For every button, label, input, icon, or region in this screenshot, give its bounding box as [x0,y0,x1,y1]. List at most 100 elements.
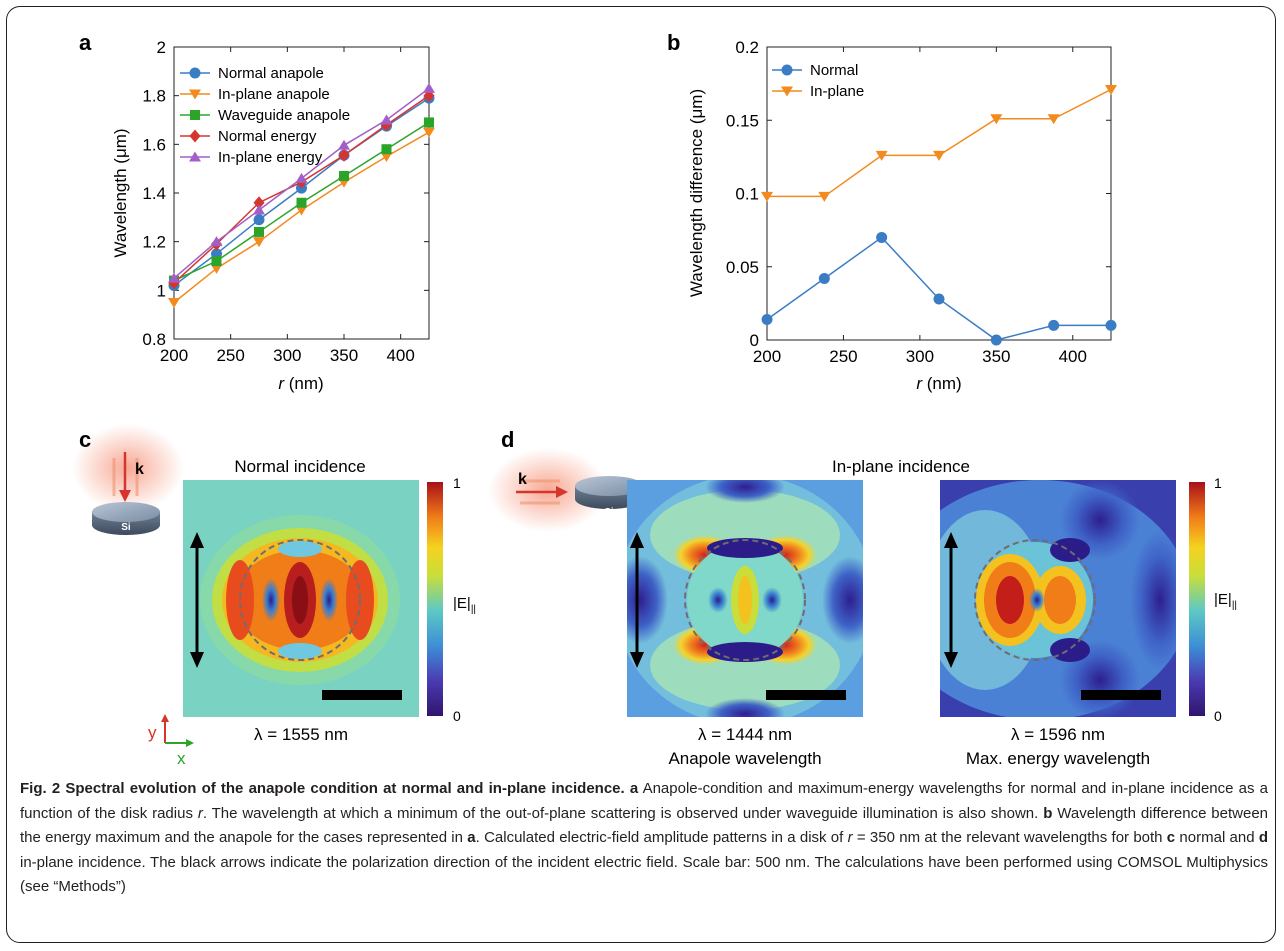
data-point [933,293,945,305]
data-point [253,214,265,226]
xy-axes-indicator: y x [148,714,194,768]
normal-incidence-title: Normal incidence [234,457,365,476]
data-point [1047,114,1060,125]
x-axis-label: x [177,749,186,768]
data-point [990,334,1002,346]
panel-d: d k Si In-plane incidence [488,427,1237,768]
y-tick-label: 0.8 [142,330,166,349]
y-tick-label: 1.4 [142,184,166,203]
legend-marker [189,67,201,79]
data-point [253,237,265,248]
lambda-d-left: λ = 1444 nm [698,725,792,744]
plot-b-ylabel: Wavelength difference (μm) [687,89,706,297]
plot-a: 200 250 300 350 400 0.8 1 1.2 1.4 1.6 1.8 2 Normal a… [142,38,435,365]
x-tick-label: 400 [386,346,414,365]
y-tick-label: 1 [157,281,166,300]
legend-label: Normal anapole [218,65,324,82]
data-point [875,150,888,161]
plot-a-ylabel: Wavelength (μm) [111,128,130,257]
legend-marker [190,110,200,120]
colorbar-c [427,482,443,716]
normal-incidence-icon: k Si [72,424,184,535]
x-tick-label: 250 [216,346,244,365]
data-point [210,236,223,247]
caption-r-eq: r [847,829,853,846]
legend-label: Normal [810,62,858,79]
si-label: Si [121,522,131,533]
caption-r-var: r [197,804,203,822]
y-tick-label: 0.2 [735,38,759,57]
legend-label: Normal energy [218,128,317,145]
data-point [818,191,831,202]
inplane-incidence-icon: k Si [488,448,643,532]
data-point [1105,84,1117,95]
colorbar-c-min: 0 [453,708,461,724]
colorbar-d [1189,482,1205,716]
data-point [381,144,392,155]
max-energy-wavelength-label: Max. energy wavelength [966,749,1150,768]
anapole-wavelength-label: Anapole wavelength [668,749,821,768]
x-tick-label: 300 [273,346,301,365]
caption-b-text2: . Calculated electric-field amplitude pa… [475,829,844,846]
data-point [761,313,773,325]
data-point [424,117,434,128]
caption-ref-d: d [1258,829,1269,846]
plot-b-xlabel: r (nm) [916,374,961,393]
data-point [254,226,264,237]
colorbar-c-max: 1 [453,475,461,491]
y-tick-label: 1.6 [142,135,166,154]
polarization-arrow-c [190,532,204,668]
legend-marker [189,151,201,162]
data-point [211,256,222,267]
data-point [210,263,223,274]
legend-label: In-plane [810,83,864,100]
colorbar-d-max: 1 [1214,475,1222,491]
field-map-anapole [627,480,863,717]
data-point [168,272,180,283]
data-point [761,191,773,202]
legend-label: Waveguide anapole [218,107,350,124]
k-label-d: k [518,471,527,488]
y-tick-label: 0 [750,331,759,350]
field-map-normal [183,480,419,717]
caption-ref-c: c [1166,829,1176,846]
y-tick-label: 2 [157,38,166,57]
plot-a-xlabel: r (nm) [278,374,323,393]
x-tick-label: 250 [829,347,857,366]
x-tick-label: 400 [1059,347,1087,366]
figure-frame [6,6,1276,943]
caption-label-a: a [629,780,639,797]
data-point [380,152,393,162]
caption-a-text2: . The wavelength at which a minimum of t… [202,804,1039,822]
k-label: k [135,461,144,478]
data-point [1105,319,1117,331]
panel-b: b 200 250 300 350 400 0 0.05 0.1 0.15 0.2 Normal In… [667,30,1117,393]
y-tick-label: 0.1 [735,185,759,204]
data-point [876,231,888,243]
panel-label-a: a [79,30,92,55]
legend-label: In-plane anapole [218,86,330,103]
panel-label-b: b [667,30,680,55]
caption-d-text: in-plane incidence. The black arrows ind… [20,853,1268,896]
figure-canvas: a 200 250 300 350 400 0.8 1 1.2 1.4 1.6 1.8 2 Normal… [72,30,1237,768]
data-point [295,205,308,216]
figure-caption: Fig. 2 Spectral evolution of the anapole… [20,777,1268,900]
x-tick-label: 200 [753,347,781,366]
x-tick-label: 350 [330,346,358,365]
caption-label-b: b [1043,804,1053,822]
series-line-1 [767,88,1112,198]
data-point [990,114,1003,125]
caption-c-text: normal and [1179,829,1255,846]
panel-a: a 200 250 300 350 400 0.8 1 1.2 1.4 1.6 1.8 2 Normal… [79,30,435,393]
si-label-d: Si [604,507,614,518]
data-point [339,170,349,181]
lambda-c: λ = 1555 nm [254,725,348,744]
inplane-incidence-title: In-plane incidence [832,457,970,476]
y-axis-label: y [148,723,157,742]
data-point [818,272,830,284]
polarization-arrow-d1 [630,532,644,668]
caption-b-text3: = 350 nm at the relevant wavelengths for… [856,829,1163,846]
legend-marker [781,64,793,76]
field-map-max-energy [940,480,1176,717]
y-tick-label: 1.2 [142,233,166,252]
